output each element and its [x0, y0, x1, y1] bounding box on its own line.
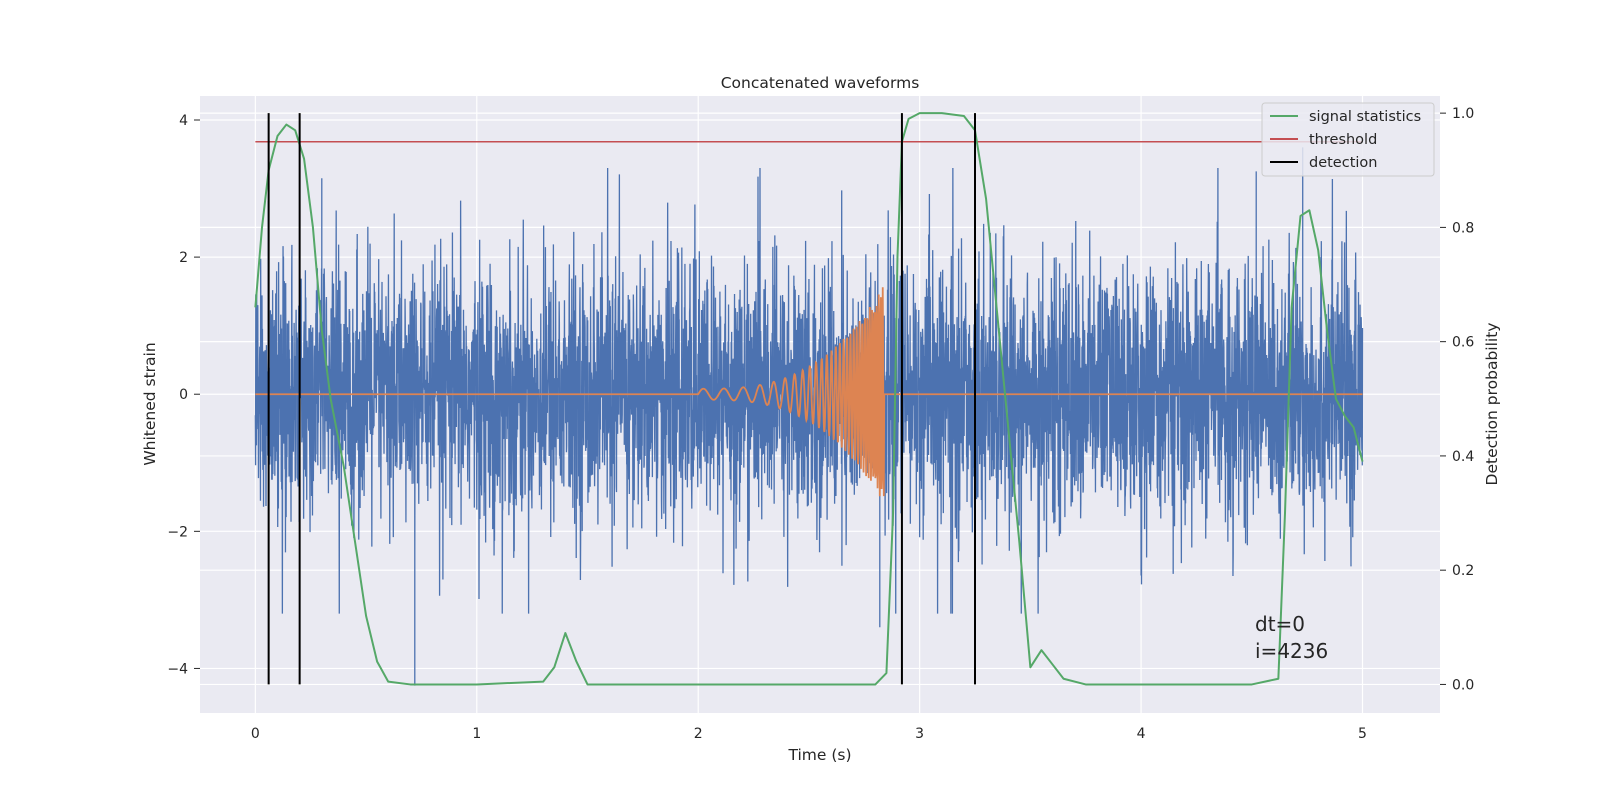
y2-tick-label-0: 1.0: [1452, 106, 1474, 122]
y-tick-label-3: −2: [167, 524, 188, 540]
x-tick-label-1: 1: [472, 726, 481, 742]
x-axis-label: Time (s): [787, 746, 851, 764]
y2-axis-label: Detection probability: [1483, 323, 1501, 486]
y2-tick-label-2: 0.6: [1452, 335, 1474, 351]
y2-tick-label-1: 0.8: [1452, 220, 1474, 236]
annotation-index: i=4236: [1255, 639, 1328, 663]
y-tick-label-1: 2: [179, 250, 188, 266]
x-tick-label-0: 0: [251, 726, 260, 742]
x-tick-label-2: 2: [694, 726, 703, 742]
x-tick-label-4: 4: [1137, 726, 1146, 742]
legend-threshold-label: threshold: [1309, 132, 1377, 148]
legend-signal-statistics-label: signal statistics: [1309, 109, 1421, 125]
y2-tick-label-5: 0.0: [1452, 677, 1474, 693]
legend: signal statistics threshold detection: [1261, 102, 1435, 177]
y2-tick-label-3: 0.4: [1452, 449, 1474, 465]
x-tick-label-3: 3: [915, 726, 924, 742]
legend-detection-label: detection: [1309, 155, 1377, 171]
y-tick-label-2: 0: [179, 387, 188, 403]
ticks: 0 1 2 3 4 5 4 2 0 −2 −4 1.0 0.8 0.6 0.4 0.2 0.0: [167, 106, 1474, 742]
y-tick-label-4: −4: [167, 661, 188, 677]
y-axis-label: Whitened strain: [141, 342, 159, 465]
legend-box: [1261, 102, 1435, 177]
annotation-dt: dt=0: [1255, 612, 1305, 636]
x-tick-label-5: 5: [1358, 726, 1367, 742]
y-tick-label-0: 4: [179, 113, 188, 129]
injected-waveform-line: [255, 287, 1363, 497]
chart-title: Concatenated waveforms: [721, 74, 920, 92]
strain-noise-line: [254, 147, 1364, 686]
y2-tick-label-4: 0.2: [1452, 563, 1474, 579]
series-layer: [254, 112, 1364, 686]
